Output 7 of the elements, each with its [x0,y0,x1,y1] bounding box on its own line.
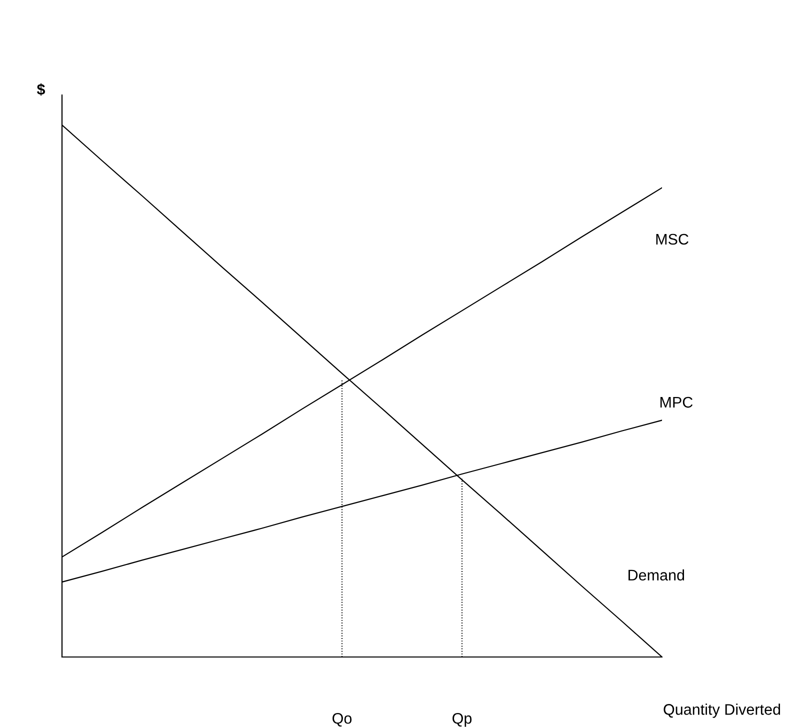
x-tick-label: Qp [452,712,472,727]
x-axis-title: Quantity Diverted [664,704,780,718]
x-tick-label: Qo [332,712,352,727]
y-axis-title: $ [36,83,46,96]
text: Demand [628,569,684,581]
series-label: MPC [660,396,693,408]
text: MSC [656,234,688,245]
